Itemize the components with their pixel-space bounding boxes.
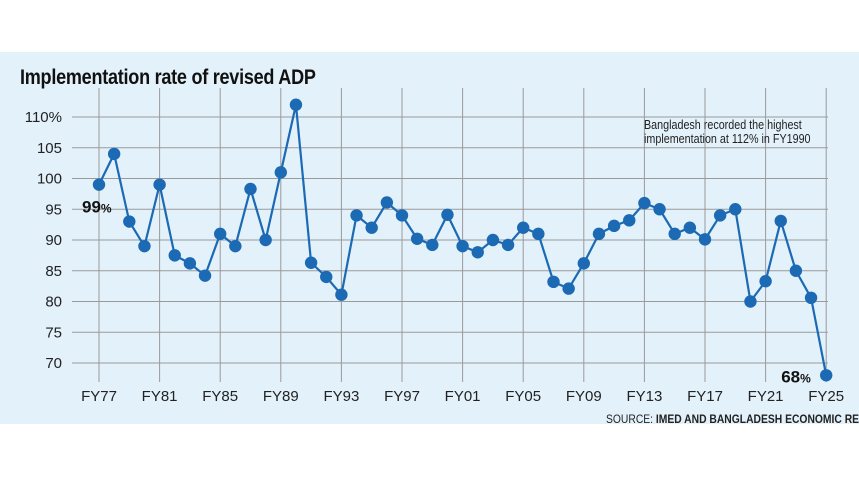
x-tick-label: FY77 (81, 388, 117, 405)
last-value-percent: % (800, 371, 811, 385)
y-tick-label: 110% (25, 109, 62, 126)
data-point (577, 257, 590, 270)
data-point (395, 209, 409, 222)
data-point (441, 208, 454, 221)
data-point (456, 239, 469, 253)
y-tick-label: 100 (37, 171, 62, 188)
data-point (153, 178, 166, 191)
data-point (774, 214, 787, 228)
x-tick-label: FY09 (566, 388, 602, 405)
chart-title: Implementation rate of revised ADP (20, 66, 316, 89)
last-value-callout: 68% (781, 367, 811, 386)
chart-panel (0, 52, 859, 424)
data-point (229, 239, 242, 253)
data-point (350, 209, 363, 222)
data-point (547, 275, 560, 289)
x-tick-label: FY97 (384, 388, 420, 405)
data-point (107, 147, 121, 161)
data-point (820, 369, 833, 382)
data-point (123, 215, 136, 228)
data-point (744, 295, 757, 308)
data-point (380, 196, 394, 209)
data-point (289, 98, 303, 111)
x-tick-label: FY01 (445, 388, 481, 405)
data-point (623, 214, 636, 227)
first-value-callout: 99% (82, 198, 112, 217)
data-point (365, 221, 378, 234)
data-point (653, 203, 666, 216)
data-point (335, 288, 348, 301)
first-value-number: 99 (82, 198, 101, 217)
data-point (138, 239, 151, 253)
data-point (168, 249, 181, 262)
x-tick-label: FY85 (202, 388, 238, 405)
source-prefix: SOURCE: (606, 412, 656, 426)
x-tick-label: FY25 (808, 388, 844, 405)
data-point (759, 275, 772, 288)
peak-annotation: Bangladesh recorded the highest implemen… (644, 118, 811, 146)
data-point (517, 221, 530, 234)
y-tick-label: 70 (45, 355, 62, 372)
data-point (304, 256, 318, 269)
source-text: IMED AND BANGLADESH ECONOMIC REVIEW (655, 412, 859, 426)
y-tick-label: 85 (45, 263, 62, 280)
data-points (92, 98, 833, 382)
x-tick-label: FY81 (142, 388, 178, 405)
y-tick-label: 95 (45, 201, 62, 218)
y-tick-label: 105 (37, 140, 62, 157)
source-credit: SOURCE: IMED AND BANGLADESH ECONOMIC REV… (606, 412, 859, 426)
data-point (638, 196, 651, 210)
data-point (668, 227, 681, 241)
data-point (92, 178, 106, 191)
y-tick-label: 90 (45, 232, 62, 249)
data-point (607, 219, 621, 233)
x-tick-label: FY13 (626, 388, 662, 405)
data-point (471, 246, 484, 259)
data-point (804, 291, 818, 305)
y-tick-label: 75 (45, 324, 62, 341)
data-point (274, 166, 287, 179)
y-axis-ticks: 70 75 80 85 90 95 100 105 110% (25, 109, 62, 372)
data-point (562, 282, 575, 295)
last-value-number: 68 (781, 367, 800, 386)
data-point (729, 203, 742, 216)
data-point (426, 238, 439, 252)
data-point (259, 233, 272, 247)
x-axis-ticks: FY77 FY81 FY85 FY89 FY93 FY97 FY01 FY05 FY09 FY13… (81, 388, 844, 405)
data-point (683, 221, 697, 234)
data-point (486, 233, 500, 247)
data-point (713, 209, 727, 222)
x-tick-label: FY05 (505, 388, 541, 405)
data-point (789, 264, 803, 277)
data-point (198, 269, 212, 282)
x-tick-label: FY93 (323, 388, 359, 405)
data-point (214, 227, 227, 241)
data-point (183, 257, 197, 270)
x-tick-label: FY21 (748, 388, 784, 405)
x-tick-label: FY17 (687, 388, 723, 405)
data-point (320, 270, 333, 284)
first-value-percent: % (101, 202, 112, 216)
data-point (410, 232, 424, 245)
data-point (592, 227, 606, 241)
y-tick-label: 80 (45, 294, 62, 311)
data-point (698, 233, 712, 246)
x-tick-label: FY89 (263, 388, 299, 405)
data-point (501, 238, 515, 252)
data-point (244, 182, 257, 196)
data-point (532, 227, 545, 241)
